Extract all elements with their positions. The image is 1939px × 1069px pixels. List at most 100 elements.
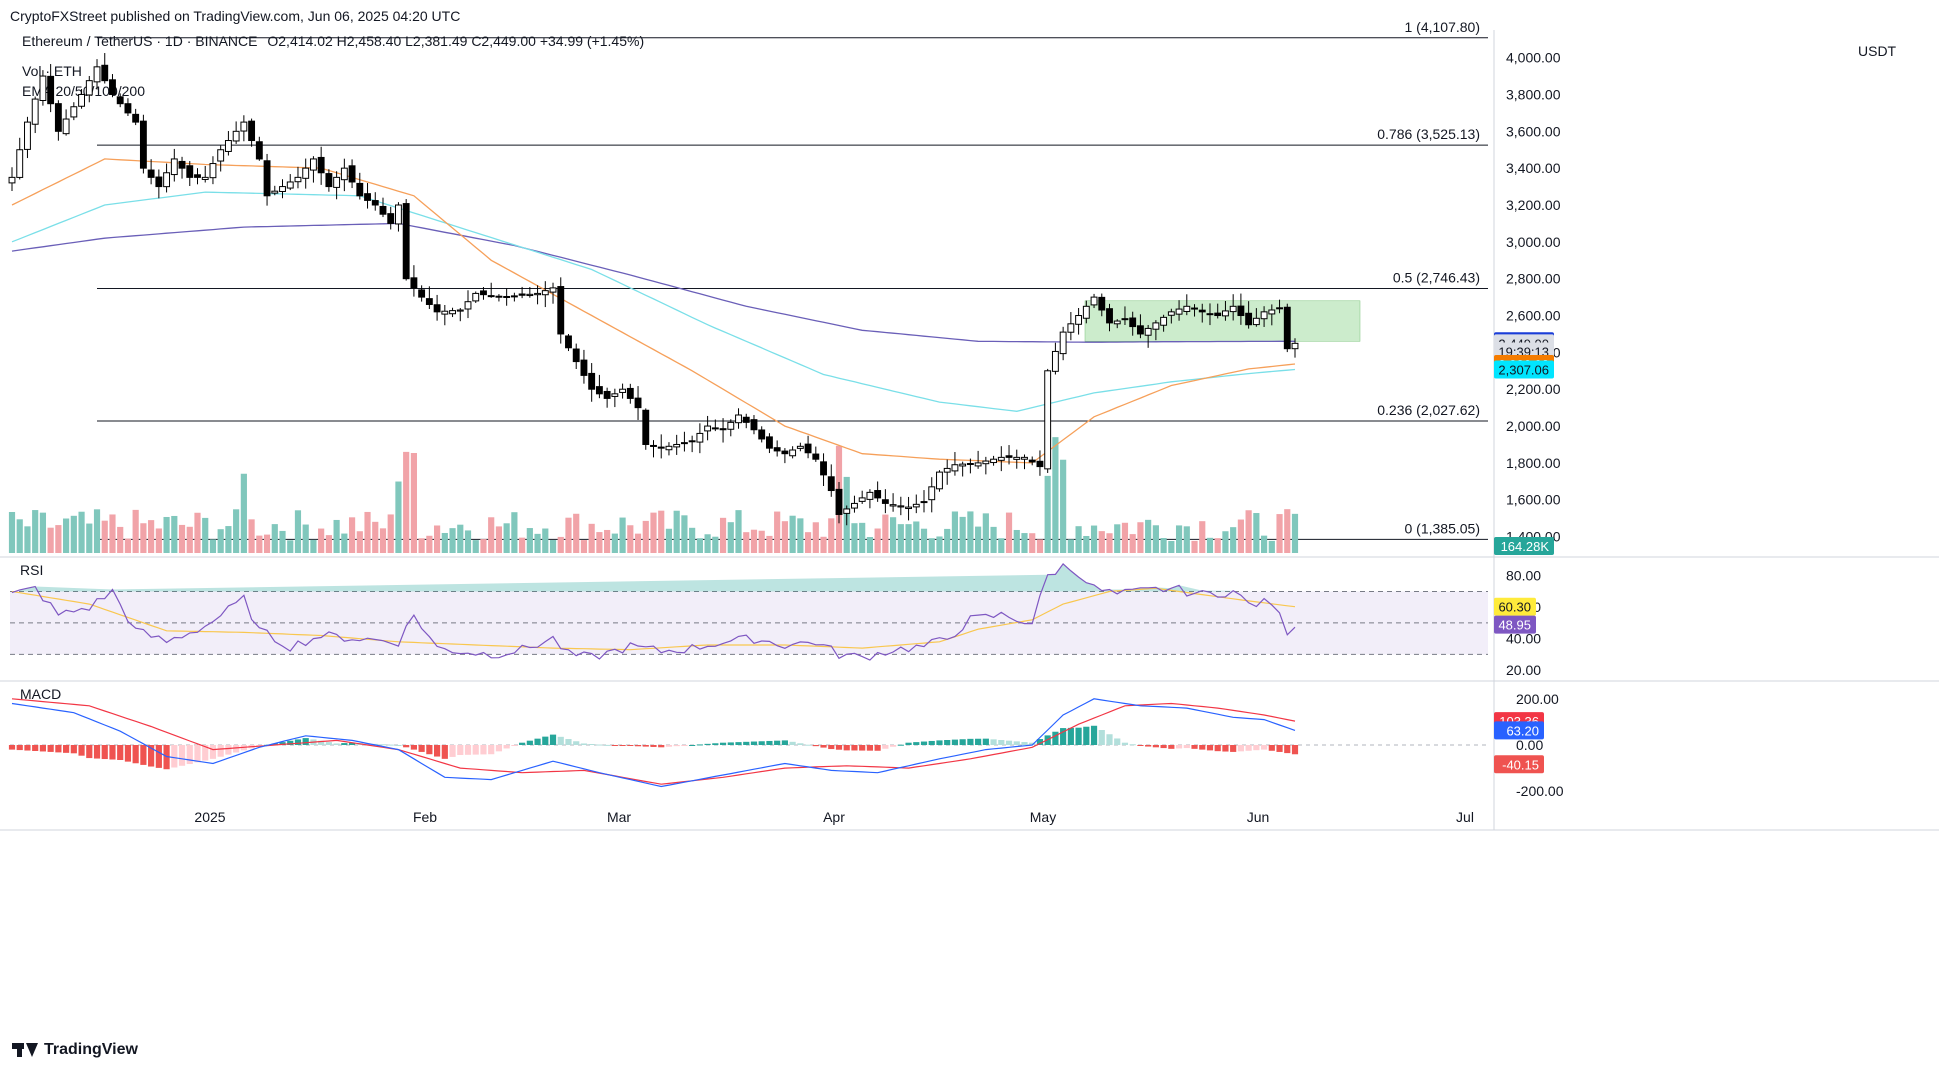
chart-canvas[interactable]: 4,000.00 3,800.00 3,600.00 3,400.00 3,200.00…	[0, 0, 1939, 1040]
candle-body	[765, 436, 773, 449]
macd-histogram-bar	[171, 745, 178, 768]
price-axis-tick: 3,400.00	[1506, 160, 1561, 176]
ema50-line	[11, 158, 1296, 464]
candle-body	[248, 120, 256, 142]
volume-bar	[178, 524, 186, 553]
rsi-overbought-fill	[19, 563, 1234, 592]
macd-histogram-bar	[1098, 730, 1105, 745]
candle-body	[580, 359, 588, 376]
volume-bar	[70, 515, 77, 553]
macd-histogram-bar	[874, 745, 881, 751]
candle-body	[217, 149, 225, 162]
candle-body	[990, 458, 998, 464]
candle-body	[62, 118, 70, 135]
price-axis-tick: 3,600.00	[1506, 123, 1561, 139]
symbol-ohlc-legend: Ethereum / TetherUS · 1D · BINANCE O2,41…	[22, 33, 644, 49]
candle-body	[1044, 370, 1052, 470]
volume-bar	[1284, 509, 1291, 553]
macd-histogram-bar	[797, 743, 804, 745]
ema100-line	[11, 191, 1296, 412]
macd-histogram-bar	[39, 745, 47, 752]
volume-bar	[495, 526, 503, 553]
macd-histogram-bar	[186, 745, 193, 765]
macd-histogram-bar	[843, 745, 850, 751]
macd-histogram-bar	[449, 745, 456, 757]
macd-histogram-bar	[789, 741, 796, 745]
volume-bar	[1253, 513, 1260, 553]
volume-bar	[1029, 533, 1036, 553]
candle-body	[139, 120, 147, 169]
macd-histogram-bar	[735, 742, 742, 745]
rsi-line	[11, 563, 1296, 661]
macd-histogram-bar	[913, 742, 920, 745]
volume-bar	[194, 512, 201, 553]
macd-histogram-bar	[719, 742, 727, 745]
candle-body	[70, 106, 78, 118]
candle-body	[503, 295, 511, 298]
macd-histogram-bar	[464, 745, 472, 755]
macd-histogram-bar	[403, 745, 410, 748]
macd-histogram-bar	[1137, 745, 1144, 746]
time-axis-tick: Jun	[1247, 809, 1270, 825]
volume-bar	[828, 518, 835, 553]
candle-body	[1160, 316, 1168, 326]
candle-body	[240, 121, 248, 132]
volume-bar	[101, 520, 108, 553]
candle-body	[1206, 313, 1214, 316]
macd-histogram-bar	[828, 745, 835, 750]
volume-bar	[866, 537, 874, 553]
volume-bar	[681, 515, 688, 553]
candle-body	[1268, 309, 1276, 315]
candle-body	[727, 421, 735, 430]
volume-bar	[534, 533, 541, 553]
time-axis-tick: Jul	[1456, 809, 1474, 825]
volume-bar	[186, 526, 193, 553]
candle-body	[557, 286, 565, 335]
volume-bar	[263, 534, 271, 553]
volume-bar	[387, 514, 394, 553]
volume-bar	[967, 511, 974, 553]
volume-bar	[1245, 510, 1252, 553]
candle-body	[178, 160, 186, 169]
volume-bar	[565, 517, 572, 553]
macd-histogram-bar	[202, 745, 209, 761]
macd-histogram-bar	[573, 741, 580, 745]
macd-histogram-bar	[194, 745, 201, 763]
macd-histogram-bar	[998, 740, 1005, 745]
volume-bar	[155, 528, 162, 553]
volume-bar	[47, 527, 54, 553]
macd-histogram-bar	[341, 743, 348, 745]
macd-histogram-bar	[774, 740, 781, 745]
macd-histogram-bar	[1199, 745, 1206, 750]
candle-body	[464, 301, 472, 310]
candle-body	[881, 499, 889, 504]
volume-bar	[109, 514, 116, 553]
candle-body	[565, 335, 572, 349]
macd-histogram-bar	[1114, 738, 1121, 745]
volume-bar	[202, 517, 209, 553]
macd-histogram-bar	[433, 745, 441, 757]
macd-histogram-bar	[1052, 731, 1059, 745]
volume-bar	[163, 516, 170, 553]
candle-body	[402, 203, 410, 280]
volume-bar	[1152, 525, 1159, 553]
macd-histogram-bar	[1268, 745, 1275, 751]
fib-level-label: 0 (1,385.05)	[1405, 520, 1481, 536]
candle-body	[549, 287, 557, 293]
macd-histogram-bar	[557, 736, 564, 745]
candle-body	[54, 103, 62, 132]
volume-bar	[1160, 538, 1167, 553]
volume-bar	[1090, 525, 1098, 553]
macd-histogram-bar	[1160, 745, 1167, 749]
candle-body	[858, 497, 866, 502]
candle-body	[387, 213, 395, 224]
volume-bar	[132, 509, 139, 553]
tradingview-logo[interactable]: TradingView	[12, 1041, 138, 1059]
candle-body	[735, 414, 742, 424]
volume-bar	[433, 525, 441, 553]
volume-bar	[148, 520, 155, 553]
candle-body	[132, 113, 140, 123]
candle-body	[951, 464, 959, 472]
candle-body	[325, 173, 333, 188]
macd-histogram-bar	[225, 745, 232, 755]
